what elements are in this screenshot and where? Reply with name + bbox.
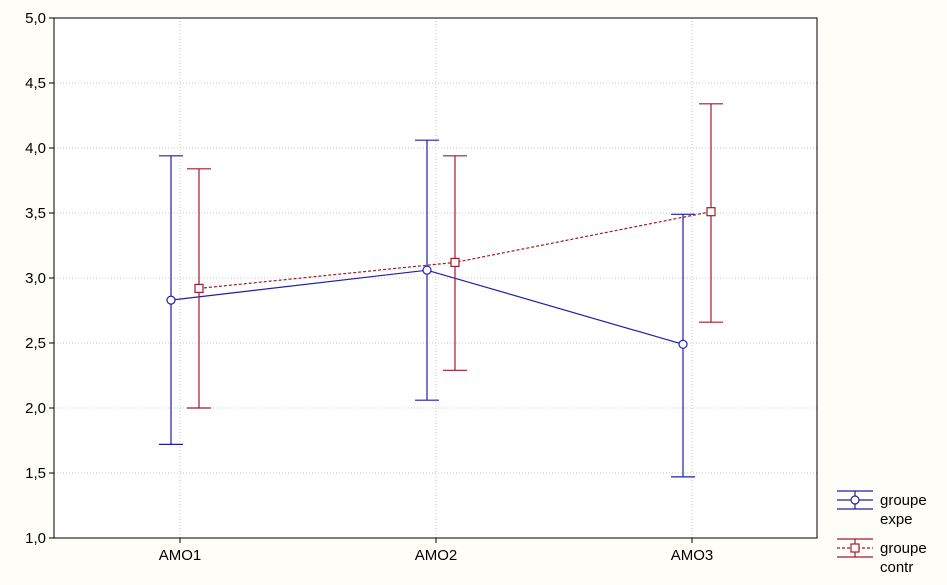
y-tick-label: 1,5 <box>25 465 46 482</box>
legend-item-2: groupe contr <box>837 538 927 576</box>
y-tick-label: 1,0 <box>25 530 46 547</box>
y-tick-label: 5,0 <box>25 10 46 27</box>
legend-marker <box>850 495 860 505</box>
y-tick-label: 2,5 <box>25 335 46 352</box>
legend-marker <box>850 543 860 553</box>
y-tick-label: 3,5 <box>25 205 46 222</box>
data-point <box>166 295 176 305</box>
data-point <box>678 339 688 349</box>
plot-frame <box>53 17 818 539</box>
data-point <box>422 265 432 275</box>
series-2 <box>187 103 723 409</box>
x-tick-label: AMO3 <box>671 547 714 564</box>
legend: groupe expe groupe contr <box>837 490 927 576</box>
legend-item-1: groupe expe <box>837 490 927 528</box>
x-tick-label: AMO1 <box>159 547 202 564</box>
y-tick-label: 4,5 <box>25 75 46 92</box>
series-1 <box>159 139 695 478</box>
axis-layer: 1,0 1,5 2,0 2,5 3,0 3,5 4,0 4,5 5,0 AMO1 AMO2 AMO3 <box>25 10 818 564</box>
data-point <box>706 207 716 217</box>
series-layer <box>159 103 723 478</box>
legend-label: expe <box>880 511 913 528</box>
data-point <box>450 257 460 267</box>
y-tick-label: 3,0 <box>25 270 46 287</box>
legend-label: contr <box>880 559 913 576</box>
data-point <box>194 283 204 293</box>
grid-layer <box>54 18 817 538</box>
legend-label: groupe <box>880 540 927 557</box>
y-tick-label: 4,0 <box>25 140 46 157</box>
legend-label: groupe <box>880 492 927 509</box>
x-tick-label: AMO2 <box>415 547 458 564</box>
y-tick-label: 2,0 <box>25 400 46 417</box>
